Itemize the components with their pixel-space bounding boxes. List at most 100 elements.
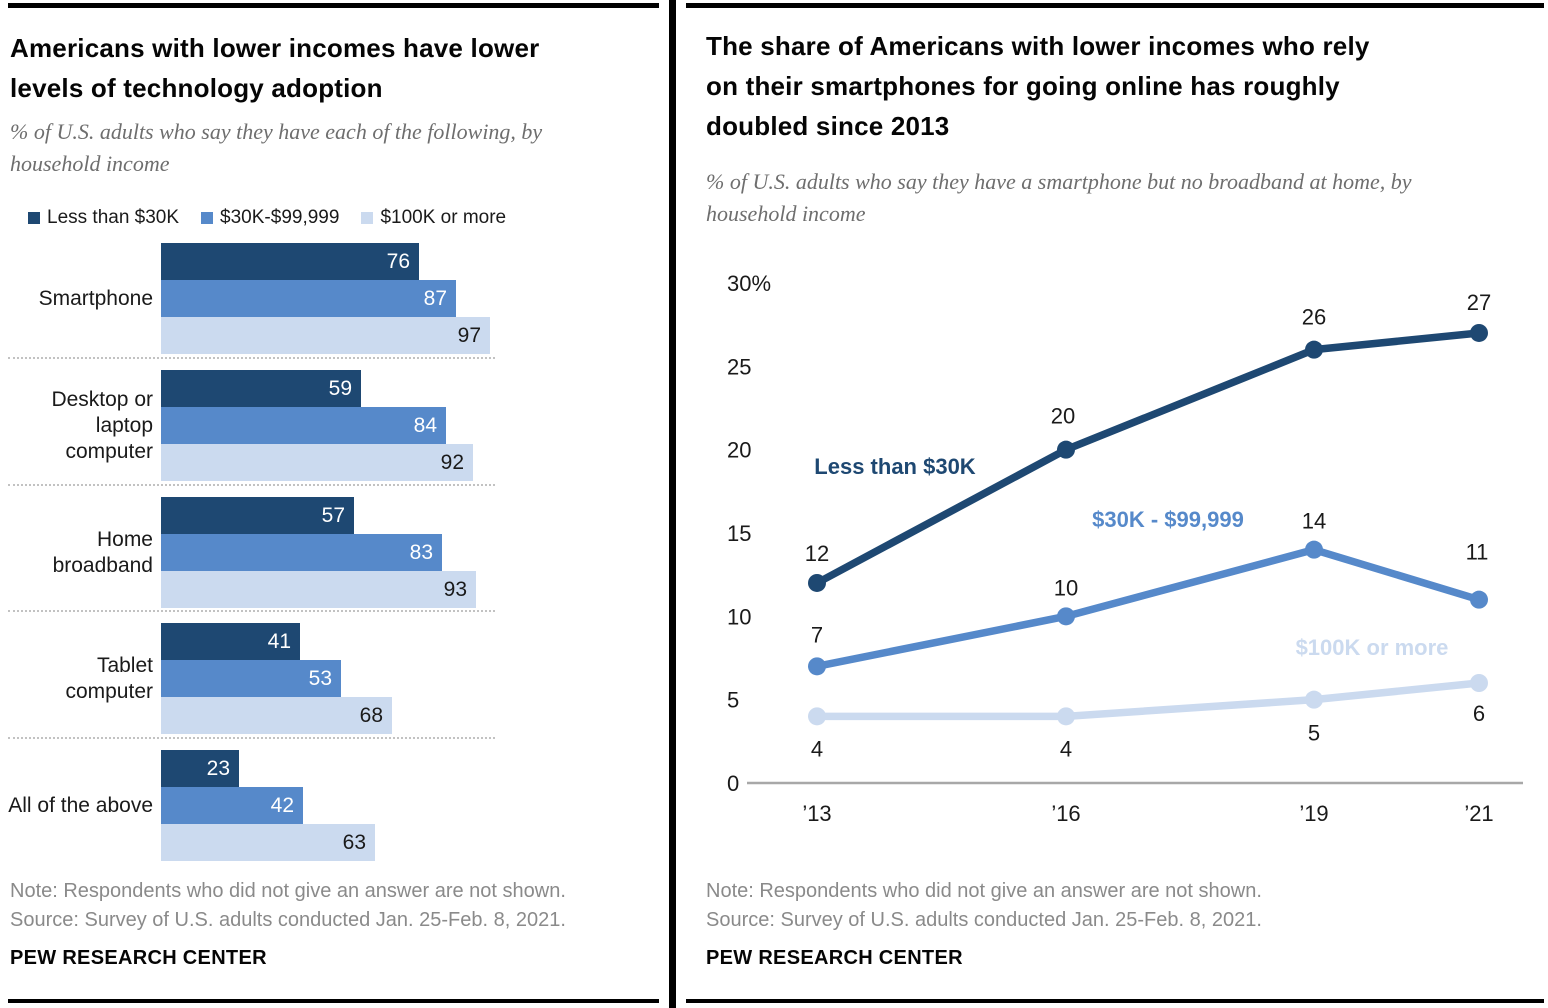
bar-segment: 68 <box>161 697 392 734</box>
data-point-label: 4 <box>1060 736 1072 761</box>
line-chart-note: Note: Respondents who did not give an an… <box>706 880 1262 902</box>
line-chart-branding: PEW RESEARCH CENTER <box>706 947 963 969</box>
bar-segment: 42 <box>161 787 303 824</box>
line-chart-title: The share of Americans with lower income… <box>706 31 1370 141</box>
bar-value-label: 92 <box>440 451 464 474</box>
data-point <box>1057 607 1075 626</box>
y-axis-tick-label: 25 <box>727 354 751 379</box>
bar-segment: 93 <box>161 571 476 608</box>
group-separator <box>8 484 495 486</box>
right-top-border <box>686 3 1544 8</box>
bar-value-label: 83 <box>409 541 433 564</box>
line-chart-plot: 30% 25 20 15 10 5 0 ’13 ’16 ’19 ’21 12 20 26 27 Less th… <box>727 271 1523 826</box>
legend-swatch-icon <box>201 212 214 224</box>
data-point-label: 7 <box>811 622 823 647</box>
series-inline-label: $30K - $99,999 <box>1092 507 1244 532</box>
data-point <box>1470 323 1488 342</box>
bar-segment: 83 <box>161 534 442 571</box>
bar-segment: 23 <box>161 750 239 787</box>
legend-label: Less than $30K <box>47 207 180 228</box>
x-axis-tick-label: ’19 <box>1299 801 1328 826</box>
bar-value-label: 23 <box>206 757 230 780</box>
bar-value-label: 97 <box>457 324 481 347</box>
series-inline-label: Less than $30K <box>814 454 976 479</box>
x-axis-tick-label: ’21 <box>1464 801 1493 826</box>
category-label: Home broadband <box>52 527 153 577</box>
data-point <box>1305 690 1323 709</box>
series-line <box>813 329 1483 587</box>
legend-label: $30K-$99,999 <box>220 207 340 228</box>
bar-segment: 63 <box>161 824 375 861</box>
x-axis-tick-label: ’13 <box>802 801 831 826</box>
bar-chart-subtitle: % of U.S. adults who say they have each … <box>10 119 543 176</box>
bar-value-label: 53 <box>308 667 332 690</box>
y-axis-tick-label: 30% <box>727 271 771 296</box>
bar-chart-note: Note: Respondents who did not give an an… <box>10 880 566 902</box>
data-point-label: 5 <box>1308 721 1320 746</box>
y-axis-tick-label: 15 <box>727 521 751 546</box>
left-top-border <box>8 3 659 8</box>
data-point-label: 14 <box>1302 509 1326 534</box>
bar-value-label: 76 <box>386 250 410 273</box>
data-point <box>808 573 826 592</box>
bar-value-label: 87 <box>423 287 447 310</box>
bar-chart-source: Source: Survey of U.S. adults conducted … <box>10 909 566 931</box>
data-point <box>1057 707 1075 726</box>
legend-swatch-icon <box>28 212 40 224</box>
line-chart-subtitle: % of U.S. adults who say they have a sma… <box>706 169 1412 226</box>
series-inline-label: $100K or more <box>1296 635 1449 660</box>
legend-item: $100K or more <box>361 207 506 229</box>
data-point-label: 6 <box>1473 701 1485 726</box>
bar-value-label: 93 <box>443 578 467 601</box>
data-point-label: 12 <box>805 541 829 566</box>
bar-value-label: 42 <box>270 794 294 817</box>
data-point <box>1057 440 1075 459</box>
y-axis-tick-label: 10 <box>727 604 751 629</box>
data-point-label: 11 <box>1466 540 1489 565</box>
bar-segment: 41 <box>161 623 300 660</box>
category-label: Desktop or laptop computer <box>51 387 153 463</box>
bar-segment: 92 <box>161 444 473 481</box>
bar-chart-panel: Americans with lower incomes have lower … <box>0 0 668 1008</box>
data-point-label: 20 <box>1051 404 1075 429</box>
bar-segment: 57 <box>161 497 354 534</box>
bar-value-label: 84 <box>413 414 437 437</box>
bar-value-label: 41 <box>267 630 291 653</box>
category-label: All of the above <box>8 793 153 817</box>
bar-segment: 59 <box>161 370 361 407</box>
series-line <box>813 679 1483 721</box>
left-bottom-border <box>8 999 659 1003</box>
right-bottom-border <box>686 999 1544 1003</box>
data-point-label: 4 <box>811 736 823 761</box>
bar-value-label: 63 <box>342 831 366 854</box>
line-chart-source: Source: Survey of U.S. adults conducted … <box>706 909 1262 931</box>
bar-chart-plot: Smartphone 76 87 97 Desktop or laptop comput… <box>0 0 668 1008</box>
legend-label: $100K or more <box>380 207 507 228</box>
data-point-label: 27 <box>1467 290 1491 315</box>
group-separator <box>8 737 495 739</box>
data-point <box>1470 673 1488 692</box>
bar-segment: 87 <box>161 280 456 317</box>
category-label: Smartphone <box>38 286 153 310</box>
data-point-label: 10 <box>1054 575 1078 600</box>
bar-chart-legend: Less than $30K $30K-$99,999 $100K or more <box>28 207 506 229</box>
data-point <box>808 657 826 676</box>
bar-value-label: 57 <box>321 504 345 527</box>
bar-value-label: 68 <box>359 704 383 727</box>
y-axis-tick-label: 5 <box>727 688 739 713</box>
bar-segment: 53 <box>161 660 341 697</box>
group-separator <box>8 357 495 359</box>
y-axis-tick-label: 0 <box>727 771 739 796</box>
data-point <box>1470 590 1488 609</box>
legend-item: Less than $30K <box>28 207 179 229</box>
data-point-label: 26 <box>1302 305 1326 330</box>
category-label: Tablet computer <box>65 653 153 703</box>
y-axis-tick-label: 20 <box>727 438 751 463</box>
group-separator <box>8 610 495 612</box>
legend-item: $30K-$99,999 <box>201 207 339 229</box>
bar-segment: 76 <box>161 243 419 280</box>
panel-divider <box>669 0 676 1008</box>
bar-value-label: 59 <box>328 377 352 400</box>
bar-segment: 97 <box>161 317 490 354</box>
